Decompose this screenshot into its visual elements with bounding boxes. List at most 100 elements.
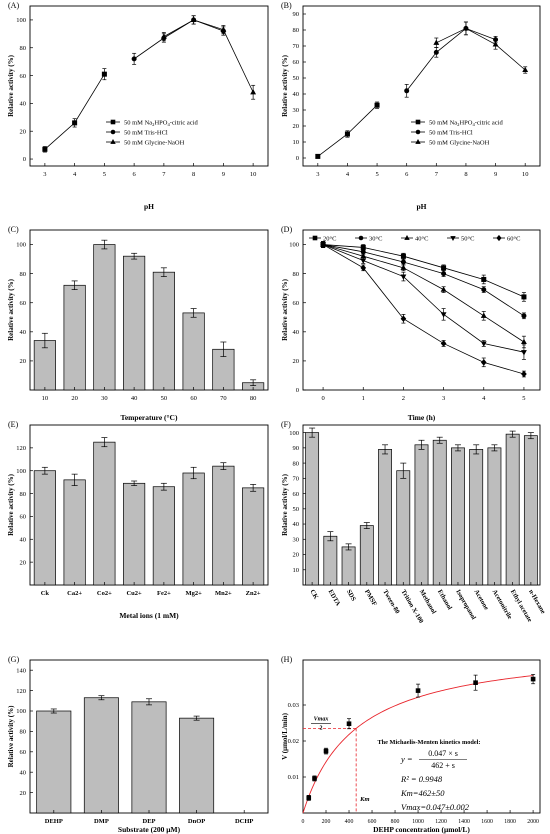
panel-label: (A) bbox=[8, 1, 19, 10]
y-tick-label: 90 bbox=[293, 445, 300, 452]
label-part: 50 bbox=[124, 139, 131, 146]
y-tick-label: 80 bbox=[20, 45, 27, 52]
label-part: mM Glycine-NaOH bbox=[436, 139, 490, 146]
y-tick-label: 90 bbox=[293, 11, 300, 18]
x-tick-label: 60 bbox=[190, 395, 197, 402]
x-tick-label: 1000 bbox=[412, 819, 424, 825]
y-tick-label: 60 bbox=[20, 300, 27, 307]
x-axis-title: pH bbox=[416, 202, 426, 211]
data-point bbox=[312, 776, 317, 781]
x-tick-label: 10 bbox=[522, 171, 529, 178]
panel-label: (C) bbox=[8, 225, 19, 234]
x-tick-label: 6 bbox=[133, 171, 137, 178]
data-point bbox=[521, 350, 527, 356]
bar bbox=[469, 449, 484, 586]
legend-label: 50 mM Glycine-NaOH bbox=[124, 139, 185, 146]
chart-panel-b: (B) Relative activity (%) pH 0 10 20 30 40 50 60 7… bbox=[281, 1, 541, 211]
x-tick-label: 6 bbox=[405, 171, 409, 178]
model-r2: R² = 0.9948 bbox=[400, 774, 443, 784]
y-tick-label: 100 bbox=[16, 468, 26, 475]
x-tick-label: 4 bbox=[346, 171, 350, 178]
y-tick-label: 80 bbox=[20, 491, 27, 498]
y-tick-label: 120 bbox=[16, 445, 26, 452]
series-line bbox=[322, 244, 525, 343]
bar bbox=[33, 470, 56, 586]
data-point bbox=[400, 264, 407, 270]
y-tick-label: 100 bbox=[16, 708, 26, 715]
y-tick-label: 100 bbox=[16, 17, 26, 24]
data-point bbox=[190, 16, 197, 22]
data-point bbox=[110, 119, 116, 125]
data-point bbox=[473, 680, 478, 685]
x-tick-label: EDTA bbox=[327, 589, 342, 608]
y-tick-label: 0 bbox=[23, 156, 26, 163]
chart-panel-g: (G) Relative activity (%) Substrate (200 μ… bbox=[7, 655, 269, 834]
series-line bbox=[322, 244, 525, 375]
data-point bbox=[101, 71, 107, 77]
label-part: 4 bbox=[472, 122, 475, 127]
x-tick-label: DCHP bbox=[235, 818, 253, 825]
data-point bbox=[358, 235, 364, 241]
y-tick-label: 80 bbox=[293, 460, 300, 467]
data-point bbox=[433, 49, 439, 55]
bar bbox=[93, 441, 116, 586]
x-tick-label: 4 bbox=[73, 171, 77, 178]
y-tick-label: 0 bbox=[296, 155, 299, 162]
panel-label: (F) bbox=[281, 420, 291, 429]
axes-frame bbox=[29, 5, 269, 167]
x-axis-title: DEHP concentration (μmol/L) bbox=[373, 825, 470, 834]
x-tick-label: Ethanol bbox=[436, 589, 453, 612]
data-point bbox=[480, 359, 487, 366]
label-part: -citric acid bbox=[170, 119, 199, 126]
bar bbox=[523, 435, 538, 586]
x-tick-label: Mn2+ bbox=[215, 590, 232, 597]
x-axis-title: Substrate (200 μM) bbox=[118, 825, 181, 834]
axes-frame bbox=[302, 5, 541, 167]
data-point bbox=[312, 235, 318, 241]
data-point bbox=[415, 138, 421, 144]
bar bbox=[378, 449, 392, 586]
km-label: Km bbox=[359, 796, 369, 803]
x-tick-label: 50 bbox=[161, 395, 168, 402]
data-point bbox=[481, 287, 487, 293]
x-tick-label: 1400 bbox=[458, 819, 470, 825]
bar bbox=[487, 447, 502, 586]
x-tick-label: 1800 bbox=[504, 819, 516, 825]
vmax-half-label: Vmax bbox=[314, 716, 329, 722]
data-point bbox=[415, 119, 421, 125]
axes-frame bbox=[29, 229, 269, 391]
vmax-half-den: 2 bbox=[320, 725, 323, 731]
data-point bbox=[400, 259, 406, 265]
bar bbox=[451, 447, 465, 586]
y-axis-title: Relative activity (%) bbox=[7, 278, 15, 340]
data-point bbox=[441, 271, 447, 277]
y-tick-label: 140 bbox=[16, 667, 26, 674]
x-tick-label: 1200 bbox=[435, 819, 447, 825]
data-point bbox=[481, 276, 487, 282]
x-tick-label: 4 bbox=[482, 395, 486, 402]
data-point bbox=[323, 748, 329, 754]
bar bbox=[182, 312, 205, 391]
x-tick-label: 0 bbox=[302, 819, 305, 825]
bar bbox=[305, 432, 320, 586]
panel-label: (E) bbox=[8, 420, 19, 429]
bar bbox=[242, 487, 265, 586]
y-tick-label: 80 bbox=[20, 729, 27, 736]
x-tick-label: 9 bbox=[494, 171, 497, 178]
y-tick-label: 10 bbox=[293, 567, 300, 574]
label-part: 2 bbox=[152, 122, 155, 127]
data-point bbox=[521, 313, 527, 319]
y-tick-label: 10 bbox=[293, 139, 300, 146]
x-tick-label: 20 bbox=[71, 395, 78, 402]
series-line bbox=[163, 19, 254, 93]
x-tick-label: 5 bbox=[522, 395, 525, 402]
data-point bbox=[320, 241, 326, 248]
data-point bbox=[441, 265, 447, 271]
x-tick-label: 9 bbox=[222, 171, 225, 178]
y-tick-label: 20 bbox=[293, 123, 300, 130]
series-line bbox=[323, 244, 525, 298]
x-tick-label: 30 bbox=[101, 395, 108, 402]
data-point bbox=[400, 315, 407, 323]
y-tick-label: 50 bbox=[293, 506, 300, 513]
data-point bbox=[480, 312, 487, 318]
